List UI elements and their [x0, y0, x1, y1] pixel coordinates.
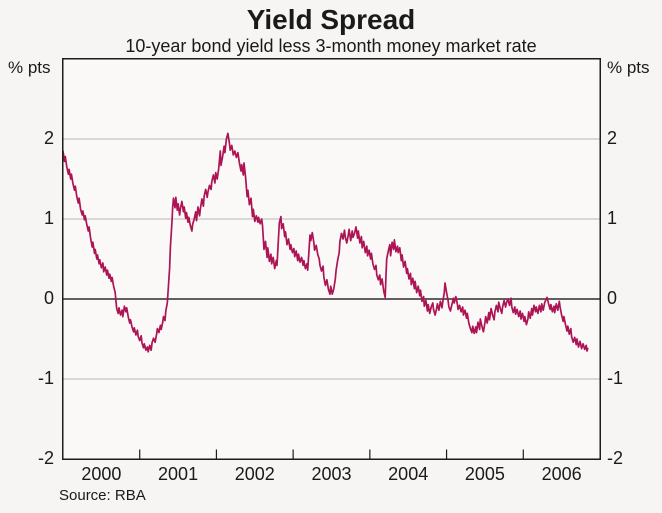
chart-subtitle: 10-year bond yield less 3-month money ma…: [125, 36, 537, 56]
chart-title: Yield Spread: [246, 4, 416, 35]
x-axis-label-2005: 2005: [464, 464, 505, 484]
unit-label-right: % pts: [607, 58, 650, 77]
x-axis-label-2001: 2001: [158, 464, 199, 484]
x-axis-label-2000: 2000: [81, 464, 122, 484]
unit-label-left: % pts: [8, 58, 51, 77]
y-axis-label-left-0: 0: [43, 288, 54, 308]
plot-frame: [62, 58, 601, 460]
source-note: Source: RBA: [59, 487, 146, 504]
plot-area: [62, 58, 601, 460]
y-axis-label-right--2: -2: [607, 448, 624, 468]
y-axis-label-left-1: 1: [43, 208, 54, 228]
x-axis-label-2003: 2003: [311, 464, 352, 484]
y-axis-label-right-1: 1: [607, 208, 618, 228]
y-axis-label-left--2: -2: [37, 448, 54, 468]
y-axis-label-left-2: 2: [43, 128, 54, 148]
data-line-series-0: [62, 132, 589, 353]
y-axis-label-left--1: -1: [37, 368, 54, 388]
y-axis-label-right-0: 0: [607, 288, 618, 308]
x-axis-label-2002: 2002: [234, 464, 275, 484]
y-axis-label-right-2: 2: [607, 128, 618, 148]
x-axis-label-2004: 2004: [388, 464, 429, 484]
x-axis-label-2006: 2006: [541, 464, 582, 484]
y-axis-label-right--1: -1: [607, 368, 624, 388]
plot-background: [62, 58, 601, 460]
